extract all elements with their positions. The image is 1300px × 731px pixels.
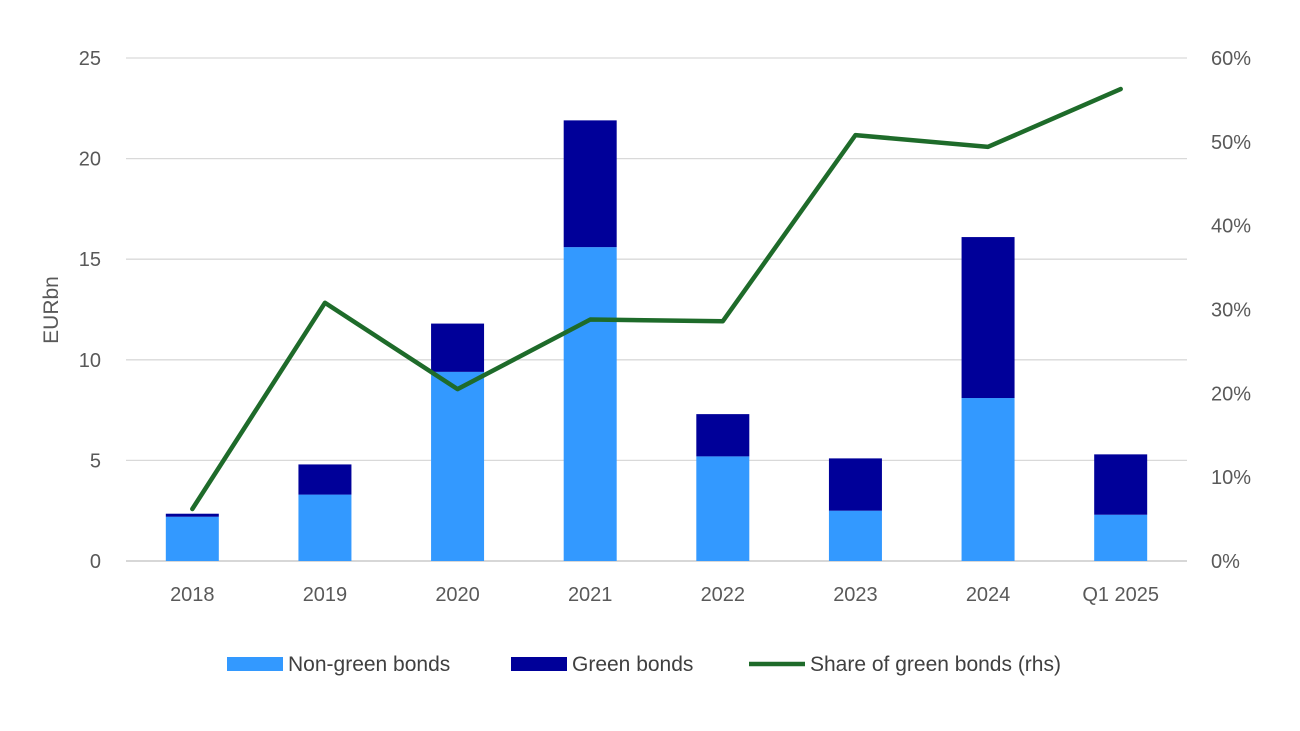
- bar-non-green-bonds: [696, 456, 750, 561]
- y-tick-label: 5: [90, 450, 101, 472]
- y-tick-label: 15: [79, 249, 101, 271]
- x-tick-label: 2018: [170, 584, 215, 606]
- x-tick-label: 2024: [966, 584, 1011, 606]
- bar-non-green-bonds: [828, 510, 882, 561]
- bar-green-bonds: [298, 464, 352, 495]
- legend: Non-green bonds Green bonds Share of green…: [227, 653, 1061, 676]
- x-tick-label: Q1 2025: [1082, 584, 1159, 606]
- bar-non-green-bonds: [431, 371, 485, 561]
- left-y-axis: 0 5 10 15 20 25: [79, 48, 101, 573]
- bar-green-bonds: [431, 323, 485, 372]
- y2-tick-label: 10%: [1211, 467, 1251, 489]
- line-series: [190, 86, 1123, 512]
- x-axis: 2018 2019 2020 2021 2022 2023 2024 Q1 2025: [170, 584, 1159, 606]
- line-share-of-green-bonds: [190, 86, 1123, 512]
- y2-tick-label: 30%: [1211, 300, 1251, 322]
- bar-green-bonds: [1094, 454, 1148, 515]
- y-tick-label: 10: [79, 350, 101, 372]
- y-tick-label: 0: [90, 551, 101, 573]
- bar-green-bonds: [961, 237, 1015, 399]
- y-tick-label: 25: [79, 48, 101, 70]
- bar-series: [165, 120, 1148, 562]
- x-tick-label: 2021: [568, 584, 613, 606]
- bar-green-bonds: [563, 120, 617, 248]
- y2-tick-label: 40%: [1211, 216, 1251, 238]
- y2-tick-label: 0%: [1211, 551, 1240, 573]
- y2-tick-label: 50%: [1211, 132, 1251, 154]
- legend-label: Share of green bonds (rhs): [810, 653, 1061, 676]
- y2-tick-label: 20%: [1211, 383, 1251, 405]
- legend-swatch: [227, 657, 283, 671]
- bar-non-green-bonds: [563, 247, 617, 562]
- bar-non-green-bonds: [961, 398, 1015, 561]
- bar-non-green-bonds: [165, 516, 219, 561]
- bar-green-bonds: [165, 513, 219, 517]
- right-y-axis: 0% 10% 20% 30% 40% 50% 60%: [1211, 48, 1251, 573]
- bar-non-green-bonds: [298, 494, 352, 561]
- y-axis-title: EURbn: [40, 276, 63, 344]
- bar-non-green-bonds: [1094, 514, 1148, 561]
- y2-tick-label: 60%: [1211, 48, 1251, 70]
- x-tick-label: 2023: [833, 584, 878, 606]
- x-tick-label: 2019: [303, 584, 348, 606]
- x-tick-label: 2020: [435, 584, 480, 606]
- legend-label: Green bonds: [572, 653, 693, 676]
- x-tick-label: 2022: [701, 584, 746, 606]
- bar-green-bonds: [696, 414, 750, 457]
- gridlines: [126, 57, 1187, 562]
- legend-label: Non-green bonds: [288, 653, 450, 676]
- legend-swatch: [511, 657, 567, 671]
- bar-green-bonds: [828, 458, 882, 511]
- y-tick-label: 20: [79, 149, 101, 171]
